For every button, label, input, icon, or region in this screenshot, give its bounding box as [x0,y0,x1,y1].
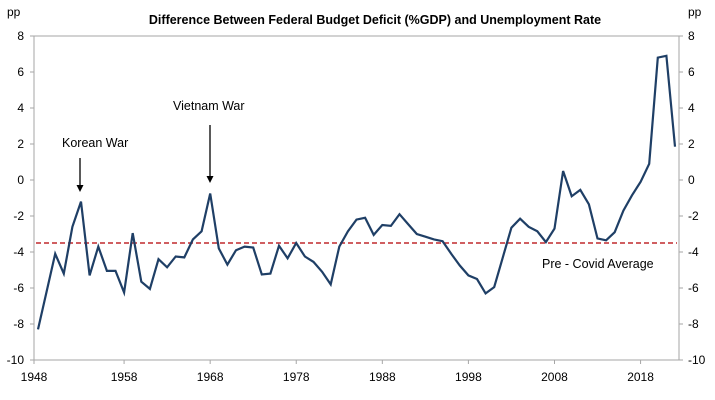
y-tick-label-right: -2 [688,209,699,223]
y-tick-label-right: 2 [688,137,695,151]
y-tick-label-right: -6 [688,281,699,295]
y-tick-label-left: -8 [13,317,24,331]
x-tick-label: 1948 [21,370,48,384]
y-tick-label-left: 2 [17,137,24,151]
y-tick-label-right: -8 [688,317,699,331]
x-tick-label: 2018 [627,370,654,384]
pre-covid-average-label: Pre - Covid Average [542,257,654,271]
y-tick-label-left: 4 [17,101,24,115]
y-tick-label-right: -4 [688,245,699,259]
y-tick-label-right: 0 [688,173,695,187]
vietnam-war-arrowhead-icon [206,176,214,183]
y-axis-left-ticks: 8 6 4 2 0 -2 -4 -6 -8 -10 [7,29,34,367]
x-tick-label: 2008 [541,370,568,384]
y-axis-right-ticks: 8 6 4 2 0 -2 -4 -6 -8 -10 [679,29,706,367]
vietnam-war-label: Vietnam War [173,99,245,113]
y-tick-label-right: 8 [688,29,695,43]
y-tick-label-left: -4 [13,245,24,259]
y-tick-label-right: 6 [688,65,695,79]
plot-frame [33,35,680,361]
y-tick-label-left: -2 [13,209,24,223]
x-axis-ticks: 1948 1958 1968 1978 1988 1998 2008 2018 [21,360,654,384]
y-tick-label-left: 8 [17,29,24,43]
x-tick-label: 1978 [283,370,310,384]
x-tick-label: 1988 [369,370,396,384]
chart-title: Difference Between Federal Budget Defici… [149,13,601,27]
y-tick-label-left: -6 [13,281,24,295]
x-tick-label: 1968 [197,370,224,384]
series-line [36,54,677,330]
annotations: Korean War Vietnam War [62,99,245,192]
right-axis-unit: pp [688,5,702,19]
korean-war-label: Korean War [62,136,128,150]
y-tick-label-left: 6 [17,65,24,79]
y-tick-label-left: -10 [7,353,25,367]
korean-war-arrowhead-icon [76,185,84,192]
left-axis-unit: pp [7,5,21,19]
series-points [37,55,676,330]
x-tick-label: 1958 [111,370,138,384]
y-tick-label-right: 4 [688,101,695,115]
y-tick-label-right: -10 [688,353,706,367]
y-tick-label-left: 0 [17,173,24,187]
x-tick-label: 1998 [455,370,482,384]
